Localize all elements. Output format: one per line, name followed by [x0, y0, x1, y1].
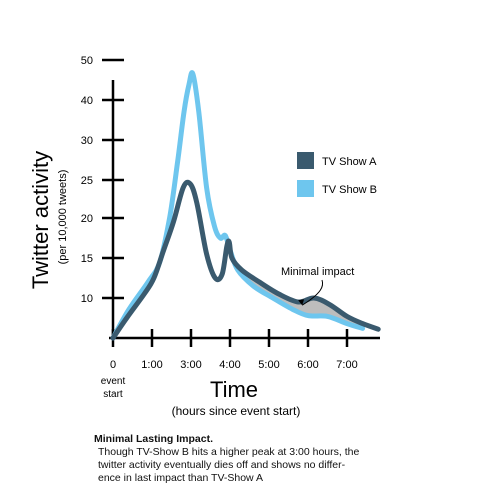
chart-labels: 10 15 20 25 30 40 50 0 1:00 3:00 4:00 5:00 6:00 7:00 e… — [28, 55, 377, 418]
legend-label-1: TV Show B — [322, 184, 377, 196]
caption-title: Minimal Lasting Impact. — [94, 433, 214, 445]
caption-line-1: Though TV-Show B hits a higher peak at 3… — [98, 446, 360, 458]
y-tick-label-15: 15 — [81, 253, 93, 265]
y-tick-label-10: 10 — [81, 293, 93, 305]
x-tick-label-0: 0 — [110, 359, 116, 371]
series-line-tv-show-a — [110, 179, 381, 341]
series-lines — [110, 70, 381, 341]
line-chart: 10 15 20 25 30 40 50 0 1:00 3:00 4:00 5:00 6:00 7:00 e… — [28, 55, 381, 418]
annotation-arrowhead — [298, 299, 305, 306]
y-tick-label-30: 30 — [81, 135, 93, 147]
x-tick-label-4: 5:00 — [258, 359, 279, 371]
y-tick-label-25: 25 — [81, 175, 93, 187]
x-tick-label-3: 4:00 — [219, 359, 240, 371]
annotation-label: Minimal impact — [281, 266, 354, 278]
y-axis-title: Twitter activity — [28, 151, 53, 289]
annotation-arrow — [301, 279, 324, 306]
y-axis-subtitle: (per 10,000 tweets) — [57, 170, 69, 265]
caption: Minimal Lasting Impact. Though TV-Show B… — [94, 433, 494, 485]
x-axis-subtitle: (hours since event start) — [172, 404, 301, 418]
axes — [102, 58, 380, 347]
difference-area-fill — [241, 270, 363, 329]
caption-line-3: ence in last impact than TV-Show A — [98, 472, 263, 484]
y-tick-label-50: 50 — [81, 55, 93, 67]
x-tick-label-5: 6:00 — [297, 359, 318, 371]
caption-line-2: twitter activity eventually dies off and… — [98, 459, 346, 471]
x-zero-sublabel-0: event — [101, 376, 126, 387]
x-axis-title: Time — [210, 377, 258, 402]
x-tick-label-6: 7:00 — [336, 359, 357, 371]
legend-swatch-1 — [297, 180, 314, 197]
difference-area — [241, 270, 363, 329]
y-tick-label-40: 40 — [81, 95, 93, 107]
legend-label-0: TV Show A — [322, 156, 377, 168]
x-tick-label-2: 3:00 — [180, 359, 201, 371]
series-line-tv-show-b — [110, 70, 366, 341]
x-zero-sublabel-1: start — [103, 389, 123, 400]
legend-swatch-0 — [297, 152, 314, 169]
x-tick-label-1: 1:00 — [141, 359, 162, 371]
y-tick-label-20: 20 — [81, 213, 93, 225]
